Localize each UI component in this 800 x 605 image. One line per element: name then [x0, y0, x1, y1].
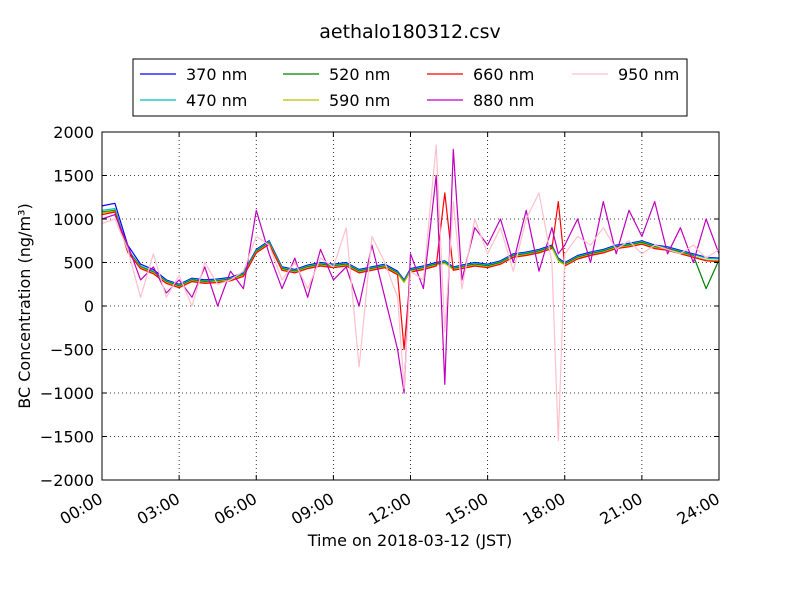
series-line-880-nm [101, 148, 720, 394]
series-line-520-nm [101, 209, 720, 290]
legend-label: 520 nm [329, 65, 390, 84]
legend-label: 370 nm [186, 65, 247, 84]
y-tick-label: −1500 [40, 428, 94, 447]
series-line-950-nm [101, 144, 720, 442]
legend-label: 470 nm [186, 91, 247, 110]
series-line-370-nm [101, 202, 720, 285]
y-tick-label: −500 [50, 341, 94, 360]
series-layer [101, 144, 720, 442]
legend-label: 590 nm [329, 91, 390, 110]
x-axis-title: Time on 2018-03-12 (JST) [307, 531, 512, 550]
y-tick-label: 500 [63, 254, 94, 273]
y-axis-title: BC Concentration (ng/m³) [15, 203, 34, 408]
y-tick-label: 0 [84, 297, 94, 316]
y-tick-label: −2000 [40, 471, 94, 490]
legend-label: 660 nm [473, 65, 534, 84]
legend-label: 950 nm [618, 65, 679, 84]
y-tick-label: −1000 [40, 384, 94, 403]
y-tick-label: 1000 [53, 210, 94, 229]
chart-title: aethalo180312.csv [319, 21, 501, 43]
y-tick-label: 1500 [53, 167, 94, 186]
legend: 370 nm 470 nm 520 nm 590 nm 660 nm 880 nm 950 … [132, 58, 688, 117]
legend-box [132, 58, 688, 117]
y-tick-label: 2000 [53, 123, 94, 142]
legend-label: 880 nm [473, 91, 534, 110]
series-line-470-nm [101, 208, 720, 286]
